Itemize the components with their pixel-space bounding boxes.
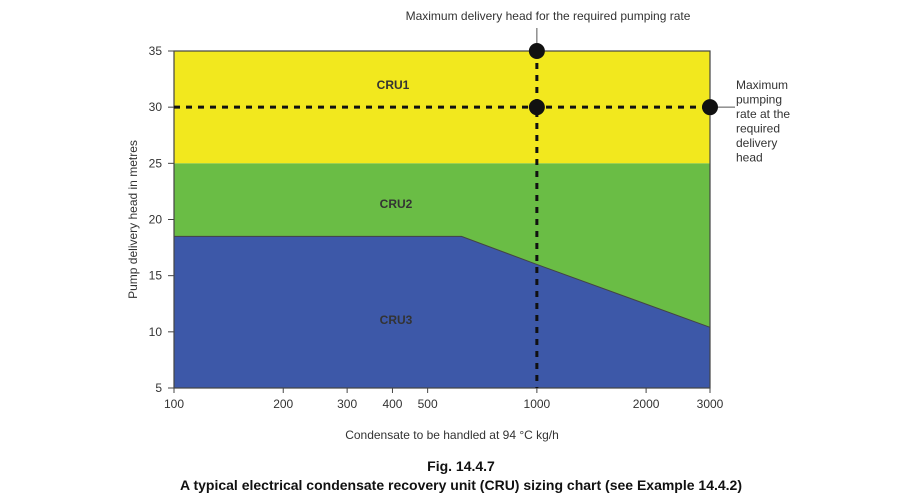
region-label-cru2: CRU2 [380, 197, 413, 211]
figure-title: A typical electrical condensate recovery… [179, 477, 743, 493]
annotation-max-head: Maximum delivery head for the required p… [406, 9, 691, 23]
y-tick-label: 5 [155, 381, 162, 395]
data-point [702, 99, 718, 116]
figure-number: Fig. 14.4.7 [427, 458, 495, 474]
x-tick-label: 1000 [524, 397, 551, 411]
y-tick-label: 30 [149, 100, 163, 114]
data-point [528, 99, 545, 116]
x-tick-label: 500 [418, 397, 438, 411]
y-tick-label: 25 [149, 156, 163, 170]
annotation-max-rate-line: pumping [736, 93, 782, 107]
y-tick-label: 20 [149, 213, 163, 227]
x-tick-label: 100 [164, 397, 184, 411]
region-label-cru1: CRU1 [377, 78, 410, 92]
annotation-max-rate-line: Maximum [736, 78, 788, 92]
annotation-max-rate-line: required [736, 122, 780, 136]
x-tick-label: 3000 [697, 397, 724, 411]
cru-sizing-chart: CRU1 CRU2 CRU3 5 10 15 20 25 30 35 100 200 300 400 500… [126, 9, 790, 442]
x-tick-label: 200 [273, 397, 293, 411]
region-cru2 [174, 163, 710, 328]
region-label-cru3: CRU3 [380, 313, 413, 327]
data-point [528, 43, 545, 59]
y-axis-label: Pump delivery head in metres [126, 140, 140, 299]
annotation-max-rate-line: rate at the [736, 107, 790, 121]
annotation-max-rate-line: head [736, 151, 763, 165]
cru2-cru3-boundary [174, 235, 711, 328]
x-tick-label: 300 [337, 397, 357, 411]
y-tick-label: 15 [149, 269, 163, 283]
x-axis-label: Condensate to be handled at 94 °C kg/h [345, 428, 559, 442]
x-tick-label: 400 [382, 397, 402, 411]
y-tick-label: 35 [149, 44, 163, 58]
y-tick-label: 10 [149, 325, 163, 339]
region-cru3 [174, 236, 710, 388]
x-tick-label: 2000 [633, 397, 660, 411]
annotation-max-rate-line: delivery [736, 136, 777, 150]
